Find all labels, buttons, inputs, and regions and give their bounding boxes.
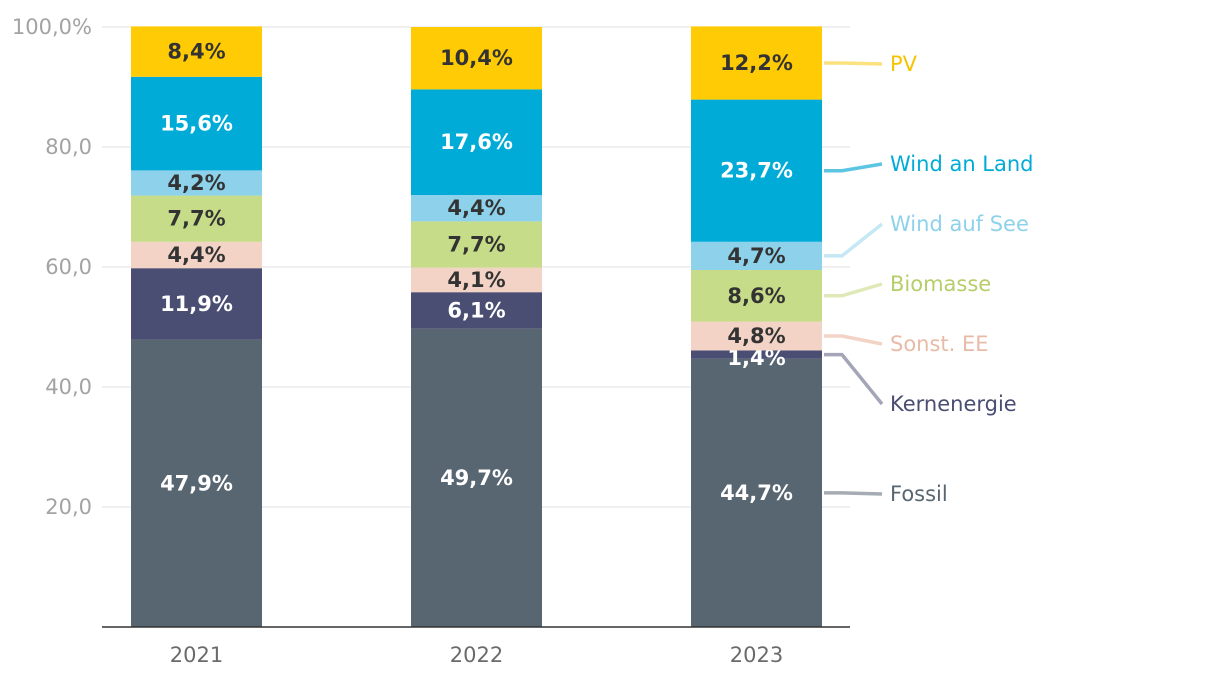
legend-label-fossil: Fossil bbox=[890, 482, 948, 506]
bar-segment-wind-an-land-2023 bbox=[691, 99, 822, 242]
legend-label-sonst-ee: Sonst. EE bbox=[890, 332, 989, 356]
data-label-fossil-2023: 44,7% bbox=[720, 481, 793, 505]
legend-connector-pv bbox=[824, 61, 883, 66]
data-label-kernenergie-2022: 6,1% bbox=[447, 299, 505, 323]
legend-connector-fossil bbox=[824, 491, 883, 496]
legend-label-biomasse: Biomasse bbox=[890, 272, 991, 296]
data-label-wind-auf-see-2022: 4,4% bbox=[447, 196, 505, 220]
data-label-wind-auf-see-2023: 4,7% bbox=[727, 244, 785, 268]
legend-connector-biomasse bbox=[824, 282, 883, 298]
y-tick-label: 20,0 bbox=[45, 495, 92, 519]
bar-segment-biomasse-2022 bbox=[411, 221, 542, 268]
y-tick-label: 80,0 bbox=[45, 135, 92, 159]
bar-segment-kernenergie-2022 bbox=[411, 292, 542, 329]
bar-segment-fossil-2022 bbox=[411, 328, 542, 627]
bar-segment-sonst-ee-2022 bbox=[411, 267, 542, 293]
y-tick-label: 40,0 bbox=[45, 375, 92, 399]
legend-connector-wind-an-land bbox=[824, 162, 883, 173]
bar-segment-sonst-ee-2021 bbox=[131, 241, 262, 269]
data-label-pv-2021: 8,4% bbox=[167, 40, 225, 64]
data-label-biomasse-2021: 7,7% bbox=[167, 207, 225, 231]
bar-segment-sonst-ee-2023 bbox=[691, 321, 822, 351]
legend-connector-sonst-ee bbox=[824, 334, 883, 346]
bar-segment-pv-2022 bbox=[411, 27, 542, 90]
data-label-sonst-ee-2022: 4,1% bbox=[447, 268, 505, 292]
bars: 47,9% 11,9% 4,4% 7,7% 4,2% 15,6% 8,4% 49,7% 6,1%… bbox=[131, 26, 822, 627]
data-label-wind-an-land-2022: 17,6% bbox=[440, 130, 513, 154]
data-label-biomasse-2022: 7,7% bbox=[447, 233, 505, 257]
data-label-fossil-2022: 49,7% bbox=[440, 466, 513, 490]
data-label-wind-auf-see-2021: 4,2% bbox=[167, 171, 225, 195]
x-axis-ticks: 2021 2022 2023 bbox=[170, 643, 783, 667]
bar-group-2021: 47,9% 11,9% 4,4% 7,7% 4,2% 15,6% 8,4% bbox=[131, 26, 262, 627]
data-label-wind-an-land-2021: 15,6% bbox=[160, 112, 233, 136]
bar-segment-biomasse-2023 bbox=[691, 270, 822, 322]
bar-segment-wind-auf-see-2021 bbox=[131, 170, 262, 196]
data-label-sonst-ee-2023: 4,8% bbox=[727, 324, 785, 348]
bar-segment-wind-auf-see-2022 bbox=[411, 195, 542, 222]
data-label-sonst-ee-2021: 4,4% bbox=[167, 243, 225, 267]
legend-label-pv: PV bbox=[890, 52, 918, 76]
y-tick-label: 60,0 bbox=[45, 255, 92, 279]
bar-segment-kernenergie-2023 bbox=[691, 350, 822, 359]
legend-connector-kernenergie bbox=[824, 352, 884, 406]
legend-label-wind-auf-see: Wind auf See bbox=[890, 212, 1029, 236]
data-label-kernenergie-2021: 11,9% bbox=[160, 292, 233, 316]
bar-group-2022: 49,7% 6,1% 4,1% 7,7% 4,4% 17,6% 10,4% bbox=[411, 27, 542, 627]
bar-segment-fossil-2023 bbox=[691, 358, 822, 627]
data-label-pv-2022: 10,4% bbox=[440, 46, 513, 70]
bar-segment-pv-2023 bbox=[691, 26, 822, 100]
data-label-pv-2023: 12,2% bbox=[720, 51, 793, 75]
data-label-wind-an-land-2023: 23,7% bbox=[720, 159, 793, 183]
bar-segment-pv-2021 bbox=[131, 26, 262, 77]
x-tick-label: 2021 bbox=[170, 643, 223, 667]
legend-connector-wind-auf-see bbox=[824, 222, 884, 258]
legend: Fossil Kernenergie Sonst. EE Biomasse Wind a… bbox=[824, 52, 1034, 506]
bar-segment-wind-an-land-2021 bbox=[131, 76, 262, 171]
bar-segment-fossil-2021 bbox=[131, 339, 262, 627]
legend-label-wind-an-land: Wind an Land bbox=[890, 152, 1034, 176]
bar-segment-biomasse-2021 bbox=[131, 195, 262, 242]
data-label-biomasse-2023: 8,6% bbox=[727, 284, 785, 308]
bar-segment-wind-an-land-2022 bbox=[411, 89, 542, 195]
bar-group-2023: 44,7%1,4%4,8%8,6%4,7%23,7%12,2% bbox=[691, 26, 822, 627]
bar-segment-wind-auf-see-2023 bbox=[691, 241, 822, 270]
bar-segment-kernenergie-2021 bbox=[131, 268, 262, 340]
data-label-fossil-2021: 47,9% bbox=[160, 471, 233, 495]
x-tick-label: 2023 bbox=[730, 643, 783, 667]
y-axis-ticks: 20,0 40,0 60,0 80,0 100,0% bbox=[12, 15, 92, 519]
x-tick-label: 2022 bbox=[450, 643, 503, 667]
legend-label-kernenergie: Kernenergie bbox=[890, 392, 1017, 416]
y-tick-label: 100,0% bbox=[12, 15, 92, 39]
